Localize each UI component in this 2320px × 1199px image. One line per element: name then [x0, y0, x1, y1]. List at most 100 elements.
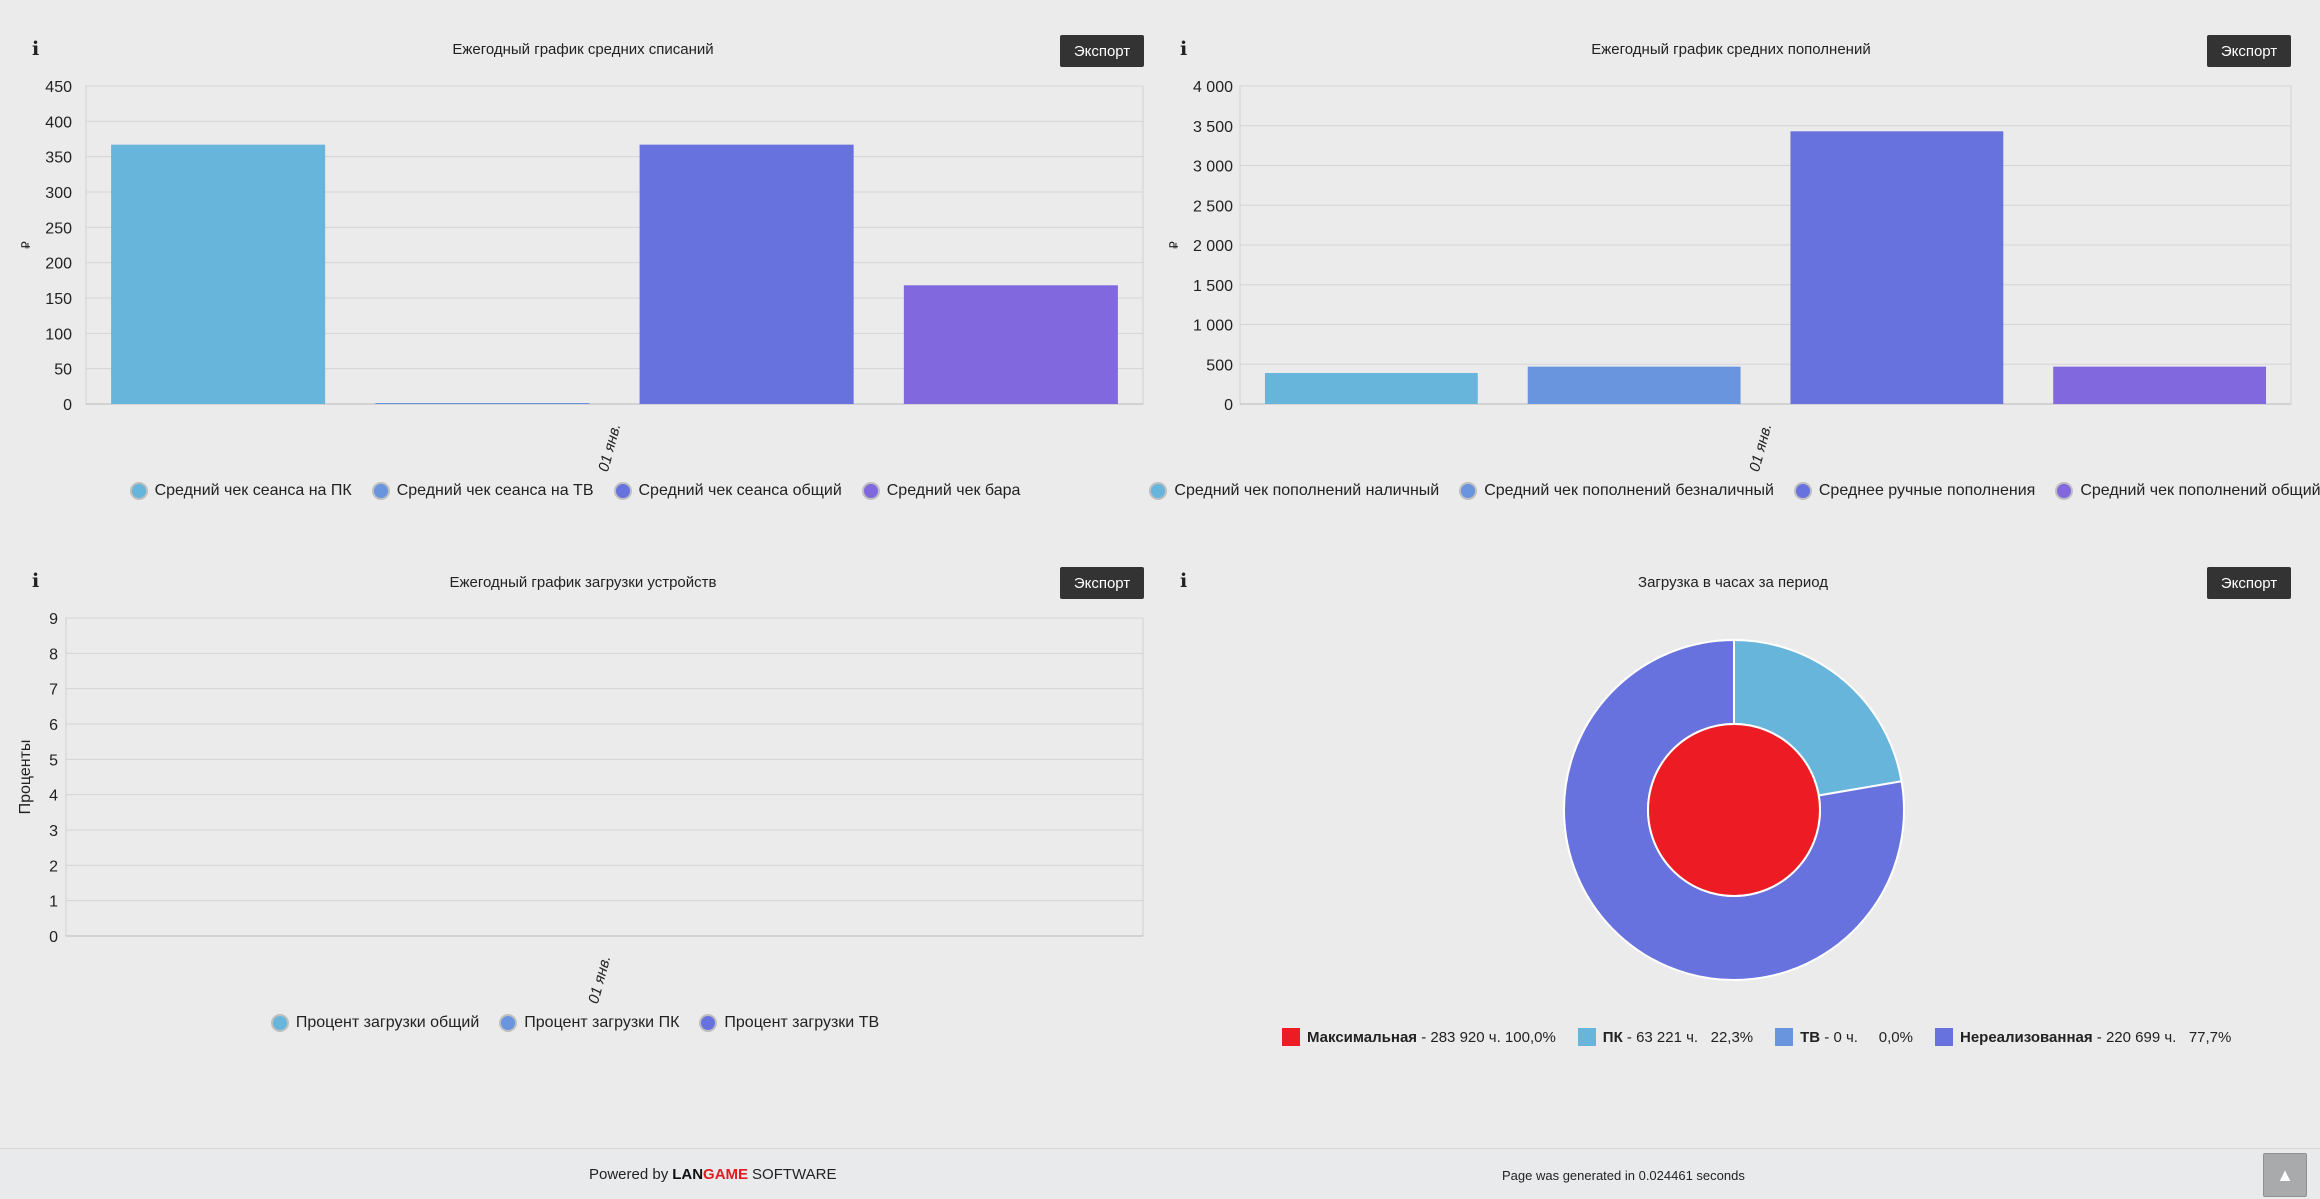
generation-time: Page was generated in 0.024461 seconds [1502, 1168, 1745, 1183]
y-tick-label: 4 [49, 788, 58, 805]
y-tick-label: 3 000 [1193, 159, 1233, 176]
pie-legend-item[interactable]: Нереализованная - 220 699 ч. 77,7% [1935, 1028, 2231, 1046]
y-tick-label: 450 [45, 79, 72, 96]
y-tick-label: 0 [63, 397, 72, 414]
legend-marker [1935, 1028, 1953, 1046]
legend-marker [1459, 482, 1478, 500]
legend-label: Средний чек сеанса на ТВ [396, 482, 594, 499]
legend-marker [2055, 482, 2074, 500]
legend-item[interactable]: Процент загрузки общий [270, 1014, 480, 1032]
legend-item[interactable]: Средний чек пополнений безналичный [1459, 482, 1774, 500]
chart-legend: Средний чек сеанса на ПК Средний чек сеан… [30, 482, 1120, 500]
legend-label: Средний чек пополнений безналичный [1484, 482, 1774, 499]
legend-detail: - 63 221 ч. 22,3% [1622, 1028, 1754, 1046]
y-tick-label: 1 000 [1193, 318, 1233, 335]
info-icon[interactable]: i [32, 38, 40, 60]
chevron-up-icon: ▲ [2276, 1164, 2294, 1185]
legend-detail: - 0 ч. 0,0% [1820, 1028, 1913, 1046]
legend-marker [861, 482, 880, 500]
legend-label: Средний чек пополнений общий [2080, 482, 2320, 499]
legend-item[interactable]: Средний чек сеанса на ПК [129, 482, 352, 500]
bar-4 [903, 285, 1118, 404]
pie-legend-item[interactable]: ПК - 63 221 ч. 22,3% [1577, 1028, 1754, 1046]
pie-legend-item[interactable]: Максимальная - 283 920 ч. 100,0% [1282, 1028, 1556, 1046]
y-tick-label: 4 000 [1193, 79, 1233, 96]
powered-by-text: Powered by [589, 1166, 669, 1183]
y-tick-label: 500 [1206, 357, 1233, 374]
langame-logo[interactable]: LANGAME [672, 1166, 748, 1183]
legend-marker [1149, 482, 1168, 500]
legend-label: ПК [1602, 1028, 1623, 1046]
legend-detail: - 220 699 ч. 77,7% [2092, 1028, 2232, 1046]
bar-chart-topups: 0 500 1 000 1 500 2 000 2 500 3 000 3 500 4 000 ₽… [1167, 79, 2292, 473]
legend-label: Процент загрузки общий [295, 1014, 480, 1031]
y-tick-label: 7 [49, 682, 58, 699]
info-icon[interactable]: i [1180, 38, 1188, 60]
legend-item[interactable]: Средний чек пополнений наличный [1149, 482, 1439, 500]
legend-label: Средний чек сеанса общий [638, 482, 842, 499]
legend-marker [270, 1014, 289, 1032]
export-button[interactable]: Экспорт [2207, 567, 2291, 599]
legend-label: Средний чек пополнений наличный [1174, 482, 1440, 499]
legend-marker [129, 482, 148, 500]
legend-item[interactable]: Средний чек бара [861, 482, 1021, 500]
y-tick-label: 8 [49, 646, 58, 663]
legend-label: Среднее ручные пополнения [1818, 482, 2036, 499]
legend-item[interactable]: Средний чек сеанса на ТВ [371, 482, 594, 500]
y-tick-label: 6 [49, 717, 58, 734]
y-tick-label: 300 [45, 185, 72, 202]
y-tick-label: 250 [45, 220, 72, 237]
chart-title: Загрузка в часах за период [1638, 574, 1828, 591]
scroll-top-button[interactable]: ▲ [2263, 1153, 2307, 1197]
y-axis-title: ₽ [19, 241, 33, 249]
legend-marker [613, 482, 632, 500]
legend-marker [699, 1014, 718, 1032]
footer: Powered by LANGAME SOFTWARE Page was gen… [0, 1148, 2320, 1199]
chart-title: Ежегодный график средних списаний [452, 41, 714, 58]
legend-item[interactable]: Средний чек пополнений общий [2055, 482, 2320, 500]
info-icon[interactable]: i [1180, 570, 1188, 592]
pie-legend-item[interactable]: ТВ - 0 ч. 0,0% [1775, 1028, 1913, 1046]
donut-chart-hours [1563, 638, 1905, 981]
bar-4 [2053, 366, 2267, 404]
legend-label: ТВ [1800, 1028, 1821, 1046]
legend-item[interactable]: Средний чек сеанса общий [613, 482, 842, 500]
y-tick-label: 0 [49, 929, 58, 946]
inner-slice-1 [1647, 723, 1821, 897]
export-button[interactable]: Экспорт [1060, 35, 1144, 67]
pie-legend: Максимальная - 283 920 ч. 100,0% ПК - 63 … [1282, 1028, 2253, 1046]
y-tick-label: 2 [49, 858, 58, 875]
legend-item[interactable]: Среднее ручные пополнения [1793, 482, 2036, 500]
y-tick-label: 2 000 [1193, 238, 1233, 255]
legend-item[interactable]: Процент загрузки ТВ [699, 1014, 879, 1032]
y-tick-label: 3 500 [1193, 119, 1233, 136]
legend-item[interactable]: Процент загрузки ПК [499, 1014, 679, 1032]
legend-marker [1793, 482, 1812, 500]
y-tick-label: 350 [45, 150, 72, 167]
bar-3 [1790, 131, 2004, 404]
bar-1 [1264, 372, 1478, 404]
export-button[interactable]: Экспорт [1060, 567, 1144, 599]
legend-label: Средний чек сеанса на ПК [154, 482, 352, 499]
legend-label: Процент загрузки ТВ [724, 1014, 880, 1031]
info-icon[interactable]: i [32, 570, 40, 592]
chart-legend: Процент загрузки общий Процент загрузки П… [30, 1014, 1120, 1032]
legend-marker [371, 482, 390, 500]
legend-label: Средний чек бара [886, 482, 1021, 499]
legend-label: Нереализованная [1960, 1028, 2093, 1046]
legend-marker [1282, 1028, 1300, 1046]
logo-game: GAME [703, 1166, 749, 1183]
legend-marker [1775, 1028, 1794, 1046]
bar-2 [375, 403, 590, 404]
y-tick-label: 50 [54, 362, 72, 379]
legend-marker [1577, 1028, 1596, 1046]
y-axis-title: Проценты [17, 740, 34, 815]
y-tick-label: 0 [1224, 397, 1233, 414]
export-button[interactable]: Экспорт [2207, 35, 2291, 67]
bar-2 [1527, 366, 1741, 404]
plot-area [65, 617, 1144, 937]
y-tick-label: 3 [49, 823, 58, 840]
y-tick-label: 2 500 [1193, 198, 1233, 215]
